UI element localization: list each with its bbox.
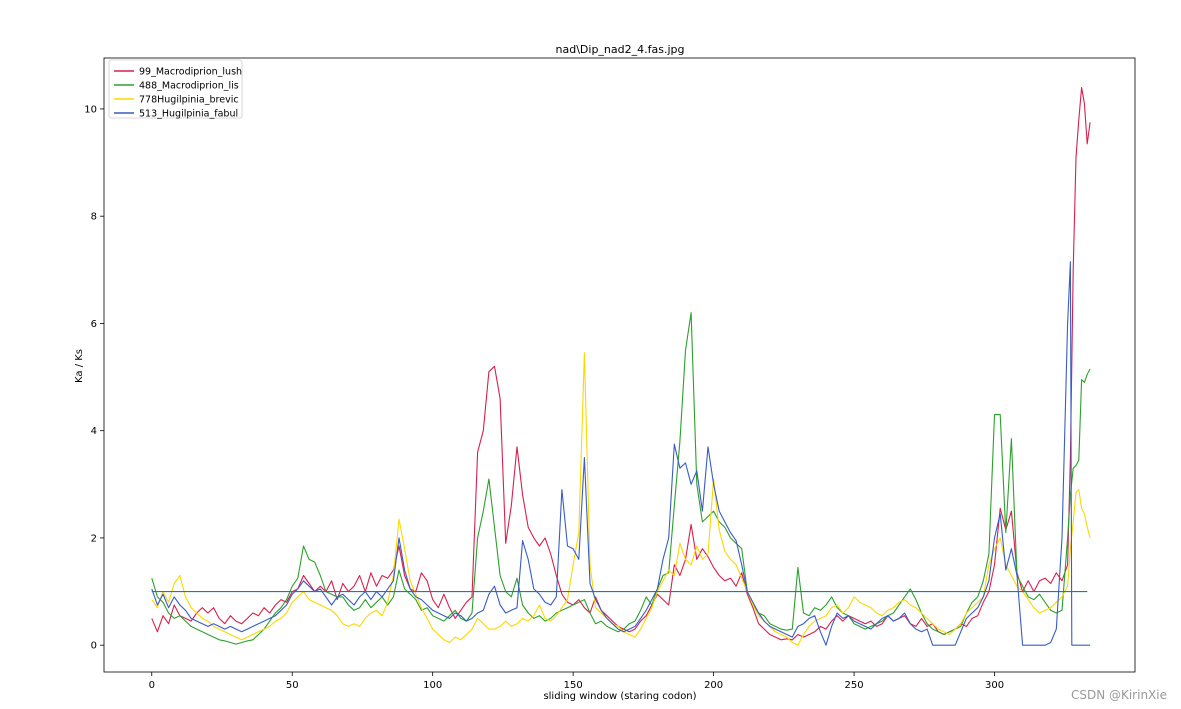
x-tick-label: 50 xyxy=(286,680,299,691)
y-axis-label: Ka / Ks xyxy=(74,349,85,383)
x-tick-label: 100 xyxy=(423,680,442,691)
x-tick-label: 0 xyxy=(149,680,155,691)
x-tick-label: 200 xyxy=(704,680,723,691)
y-tick-label: 6 xyxy=(91,319,97,330)
legend-label: 513_Hugilpinia_fabul xyxy=(139,109,238,120)
series-line-3 xyxy=(151,352,1091,646)
watermark-text: CSDN @KirinXie xyxy=(1071,688,1167,702)
y-tick-label: 4 xyxy=(91,426,97,437)
y-tick-label: 10 xyxy=(84,104,97,115)
series-line-4 xyxy=(151,261,1091,646)
x-tick-label: 250 xyxy=(845,680,864,691)
chart-title: nad\Dip_nad2_4.fas.jpg xyxy=(556,43,685,56)
x-axis-label: sliding window (staring codon) xyxy=(543,691,696,702)
y-tick-label: 8 xyxy=(91,212,97,223)
x-tick-label: 150 xyxy=(564,680,583,691)
legend-label: 488_Macrodiprion_lis xyxy=(139,81,239,92)
x-tick-label: 300 xyxy=(985,680,1004,691)
axis-ticks: 0 50 100 150 200 250 300 0 2 4 6 8 10 xyxy=(84,104,1004,691)
legend-box xyxy=(108,59,243,119)
y-tick-label: 2 xyxy=(91,533,97,544)
y-tick-label: 0 xyxy=(91,641,97,652)
series-lines xyxy=(151,86,1091,646)
legend-label: 99_Macrodiprion_lush xyxy=(139,67,242,78)
plot-area xyxy=(103,57,1136,673)
legend-label: 778Hugilpinia_brevic xyxy=(139,95,239,106)
legend: 99_Macrodiprion_lush 488_Macrodiprion_lis… xyxy=(108,59,243,120)
series-line-2 xyxy=(151,312,1091,645)
